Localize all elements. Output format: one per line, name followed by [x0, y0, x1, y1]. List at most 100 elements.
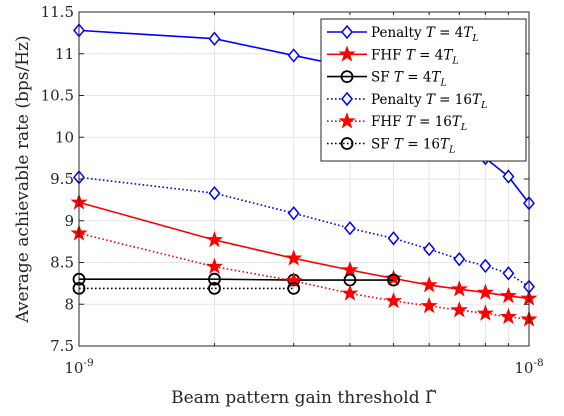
legend-label-part: = 4	[403, 70, 431, 86]
legend-entry-label: FHF T = 16TL	[371, 114, 467, 133]
legend-box	[320, 18, 527, 162]
legend-label-part: T	[452, 114, 462, 130]
legend-marker-diamond	[341, 91, 353, 107]
legend-label-part: Penalty	[371, 92, 426, 108]
legend-entry-label: SF T = 4TL	[371, 70, 447, 89]
y-tick-label: 8	[64, 295, 74, 313]
legend-entry-label: Penalty T = 16TL	[371, 92, 487, 111]
legend-label-part: T	[440, 137, 450, 153]
data-point-star	[450, 280, 468, 297]
legend-marker-circle	[340, 70, 354, 83]
data-point-star	[499, 286, 517, 304]
y-tick-label: 8.5	[50, 254, 74, 272]
data-point-diamond	[287, 48, 300, 63]
legend-entry-label: FHF T = 4TL	[371, 47, 459, 66]
data-point-diamond	[502, 266, 515, 281]
data-point-diamond	[387, 231, 400, 246]
data-point-diamond	[208, 31, 221, 46]
data-point-diamond	[423, 241, 436, 257]
legend-label-part: T	[406, 114, 416, 130]
legend-label-part: T	[394, 137, 404, 153]
legend-label-part: T	[443, 47, 453, 63]
legend-label-part: = 4	[435, 25, 463, 41]
legend-label-part: T	[463, 25, 473, 41]
legend-label-part: = 4	[415, 47, 443, 63]
legend-label-part: T	[426, 25, 436, 41]
series-line	[78, 176, 530, 288]
legend-marker-circle	[340, 137, 354, 150]
legend-label-part: FHF	[371, 114, 406, 130]
legend-label-part: T	[431, 70, 441, 86]
data-point-diamond	[502, 169, 515, 184]
legend-label-part: L	[448, 145, 455, 156]
legend-label-part: Penalty	[371, 25, 426, 41]
legend-marker-star	[338, 45, 356, 62]
data-point-diamond	[343, 221, 356, 236]
ticks	[78, 11, 530, 347]
x-tick-label-base: 10	[514, 359, 533, 377]
legend-label-part: = 16	[403, 137, 440, 153]
series-4	[73, 170, 535, 294]
legend-label-part: T	[394, 70, 404, 86]
y-axis-title: Average achievable rate (bps/Hz)	[13, 35, 33, 323]
data-point-star	[420, 276, 438, 293]
data-point-diamond	[479, 258, 492, 274]
data-point-star	[450, 301, 468, 318]
data-point-star	[341, 260, 359, 278]
x-axis-title: Beam pattern gain threshold Γ̃	[171, 388, 437, 408]
data-point-star	[285, 271, 303, 289]
y-tick-label: 11.5	[41, 3, 74, 21]
legend-label-part: = 16	[415, 114, 452, 130]
data-point-star	[205, 257, 224, 274]
legend-label-part: L	[439, 78, 446, 89]
y-tick-label: 9	[64, 212, 74, 230]
y-tick-label: 10.5	[41, 87, 74, 105]
data-point-star	[476, 283, 494, 300]
legend-label-part: T	[472, 92, 482, 108]
legend-label-part: FHF	[371, 47, 406, 63]
y-tick-label: 11	[55, 45, 74, 63]
x-tick-label: 10-9	[64, 357, 93, 377]
y-tick-label: 9.5	[50, 170, 74, 188]
legend-label-part: SF	[371, 137, 394, 153]
data-point-star	[499, 307, 517, 325]
data-point-star	[476, 304, 494, 321]
data-point-circle	[208, 281, 221, 295]
data-point-diamond	[208, 186, 221, 201]
data-point-diamond	[453, 251, 466, 267]
data-point-diamond	[287, 206, 300, 221]
legend-label-part: L	[460, 122, 467, 133]
legend-label-part: T	[426, 92, 436, 108]
data-point-star	[384, 291, 403, 309]
legend-marker-star	[338, 112, 356, 129]
legend-label-part: L	[471, 33, 478, 44]
x-tick-label-exponent: -8	[533, 357, 543, 369]
legend-label-part: T	[406, 47, 416, 63]
legend-label-part: SF	[371, 70, 394, 86]
series-line	[78, 201, 530, 300]
data-point-star	[384, 269, 403, 286]
series-line	[79, 278, 394, 281]
legend-label-part: L	[451, 55, 458, 66]
data-point-star	[285, 249, 303, 266]
legend-entry-label: SF T = 16TL	[371, 137, 455, 156]
data-point-circle	[208, 272, 221, 286]
data-point-circle	[387, 273, 400, 287]
legend-label-part: L	[480, 100, 487, 111]
x-tick-label-exponent: -9	[83, 357, 93, 369]
data-point-star	[341, 284, 359, 301]
data-point-star	[205, 230, 224, 248]
y-tick-label: 10	[55, 128, 74, 146]
legend-entry-label: Penalty T = 4TL	[371, 25, 479, 44]
y-tick-label: 7.5	[50, 337, 74, 355]
series-layer	[70, 23, 538, 327]
x-tick-label-base: 10	[64, 359, 83, 377]
x-tick-label: 10-8	[514, 357, 543, 377]
data-point-circle	[287, 281, 301, 295]
legend-label-part: = 16	[435, 92, 472, 108]
data-point-star	[420, 296, 438, 314]
legend-marker-diamond	[341, 24, 353, 40]
